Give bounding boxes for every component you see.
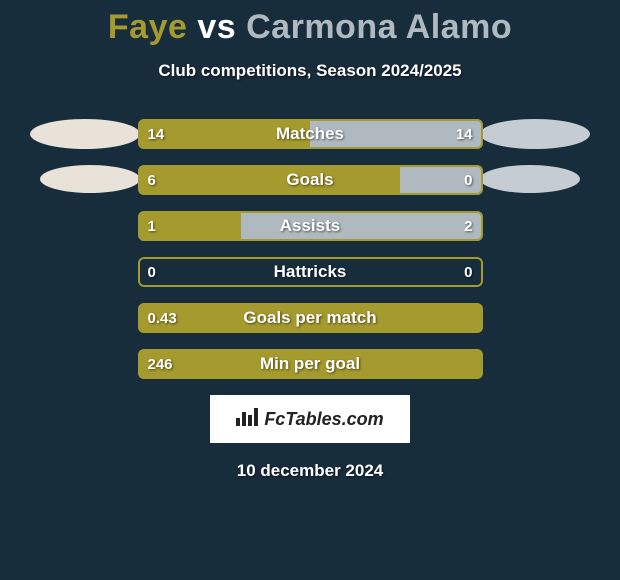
stat-value-left: 0.43 (148, 303, 177, 333)
stat-value-left: 14 (148, 119, 165, 149)
stat-value-right: 2 (464, 211, 472, 241)
player2-badge-ellipse (480, 165, 580, 193)
stat-value-left: 1 (148, 211, 156, 241)
stat-value-right: 0 (464, 257, 472, 287)
stat-row: 60Goals (138, 165, 483, 195)
player2-name: Carmona Alamo (246, 8, 512, 46)
page-title: Faye vs Carmona Alamo (0, 0, 620, 47)
stat-value-left: 6 (148, 165, 156, 195)
comparison-infographic: Faye vs Carmona Alamo Club competitions,… (0, 0, 620, 580)
stat-bar-left (138, 349, 483, 379)
stat-value-right: 0 (464, 165, 472, 195)
vs-word: vs (197, 8, 236, 46)
player1-badge-ellipse (30, 119, 140, 149)
subtitle: Club competitions, Season 2024/2025 (0, 61, 620, 81)
date-line: 10 december 2024 (0, 461, 620, 481)
bar-chart-icon (236, 408, 258, 431)
stat-value-left: 246 (148, 349, 173, 379)
stat-value-right: 14 (456, 119, 473, 149)
stat-row: 0.43Goals per match (138, 303, 483, 333)
stat-row: 1414Matches (138, 119, 483, 149)
stat-row: 246Min per goal (138, 349, 483, 379)
player1-badge-ellipse (40, 165, 140, 193)
stat-value-left: 0 (148, 257, 156, 287)
stat-bar-right (241, 211, 483, 241)
chart-area: 1414Matches60Goals12Assists00Hattricks0.… (0, 119, 620, 379)
stat-row: 12Assists (138, 211, 483, 241)
player2-badge-ellipse (480, 119, 590, 149)
logo-text: FcTables.com (264, 409, 383, 430)
stat-row: 0 0Hattricks (138, 257, 483, 287)
player1-name: Faye (108, 8, 188, 46)
stat-bar-border (138, 257, 483, 287)
stat-label: Hattricks (138, 257, 483, 287)
stat-bar-left (138, 165, 400, 195)
logo-box: FcTables.com (210, 395, 410, 443)
stat-bar-left (138, 303, 483, 333)
